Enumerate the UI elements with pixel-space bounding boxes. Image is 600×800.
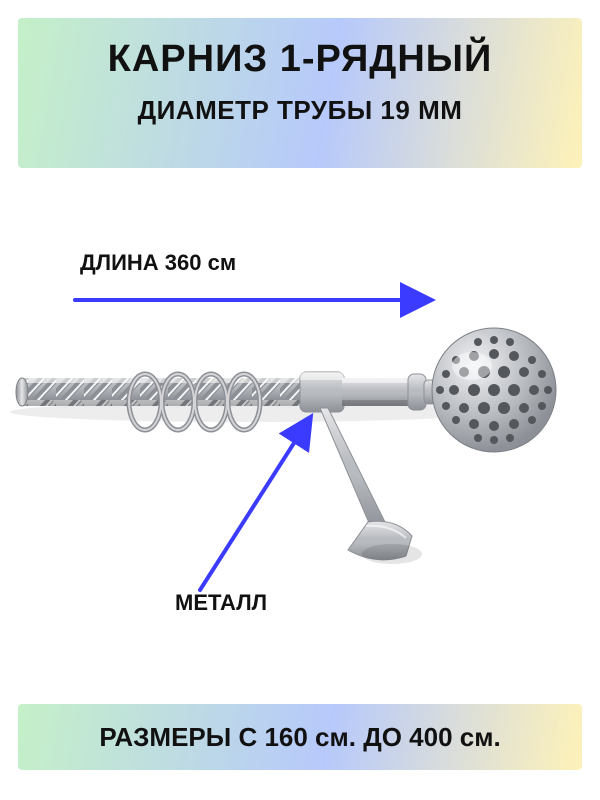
length-callout-label: ДЛИНА 360 см [80,250,236,276]
product-subtitle: ДИАМЕТР ТРУБЫ 19 ММ [18,95,582,126]
material-callout-label: МЕТАЛЛ [175,590,267,616]
footer-band: РАЗМЕРЫ С 160 см. ДО 400 см. [18,704,582,770]
product-infographic: КАРНИЗ 1-РЯДНЫЙ ДИАМЕТР ТРУБЫ 19 ММ [0,0,600,800]
product-title: КАРНИЗ 1-РЯДНЫЙ [18,38,582,81]
sizes-range-text: РАЗМЕРЫ С 160 см. ДО 400 см. [99,722,500,753]
header-band: КАРНИЗ 1-РЯДНЫЙ ДИАМЕТР ТРУБЫ 19 ММ [18,18,582,168]
product-figure: ДЛИНА 360 см МЕТАЛЛ [0,190,600,690]
